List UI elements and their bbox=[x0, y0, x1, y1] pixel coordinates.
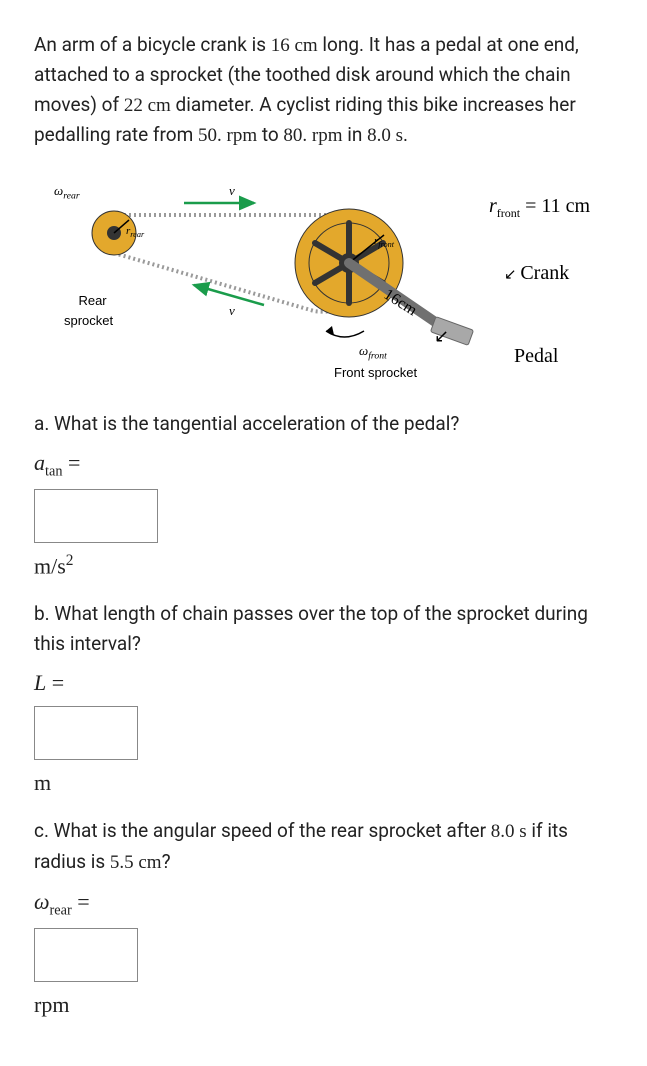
omega-front-label: ωfront bbox=[359, 341, 387, 364]
v-bottom-label: v bbox=[229, 301, 235, 321]
r-front-label: rfront bbox=[374, 233, 394, 252]
sprocket-diameter: 22 cm bbox=[124, 95, 171, 116]
r-rear-label: rrear bbox=[126, 223, 144, 242]
crank-length: 16 cm bbox=[271, 35, 318, 56]
rpm-end: 80. rpm bbox=[283, 125, 342, 146]
hand-crank: ↙ Crank bbox=[504, 258, 569, 289]
atan-equation: atan = bbox=[34, 446, 613, 483]
omega-rear-label: ωrear bbox=[54, 181, 80, 204]
L-equation: L = bbox=[34, 666, 613, 700]
rear-sprocket-text: Rear sprocket bbox=[64, 271, 113, 352]
v-top-label: v bbox=[229, 181, 235, 201]
hand-r-front: rfront = 11 cm bbox=[489, 191, 590, 223]
txt: An arm of a bicycle crank is bbox=[34, 33, 271, 56]
question-c: c. What is the angular speed of the rear… bbox=[34, 816, 613, 877]
txt: in bbox=[343, 123, 368, 146]
unit-m: m bbox=[34, 766, 613, 800]
question-a: a. What is the tangential acceleration o… bbox=[34, 409, 613, 438]
hand-pedal: Pedal bbox=[514, 341, 558, 372]
bicycle-diagram: ωrear rrear v Rear sprocket v rfront ωfr… bbox=[34, 163, 613, 393]
time-interval: 8.0 s bbox=[367, 125, 403, 146]
front-sprocket-text: Front sprocket bbox=[334, 363, 417, 383]
rpm-start: 50. rpm bbox=[198, 125, 257, 146]
omega-rear-equation: ωrear = bbox=[34, 885, 613, 922]
question-b: b. What length of chain passes over the … bbox=[34, 599, 613, 658]
hand-pedal-arrow: ↙ bbox=[434, 323, 449, 351]
txt: . bbox=[403, 123, 408, 146]
omega-rear-input[interactable] bbox=[34, 928, 138, 982]
unit-rpm: rpm bbox=[34, 988, 613, 1022]
txt: to bbox=[257, 123, 283, 146]
problem-statement: An arm of a bicycle crank is 16 cm long.… bbox=[34, 30, 613, 151]
unit-ms2: m/s2 bbox=[34, 549, 613, 583]
L-input[interactable] bbox=[34, 706, 138, 760]
atan-input[interactable] bbox=[34, 489, 158, 543]
